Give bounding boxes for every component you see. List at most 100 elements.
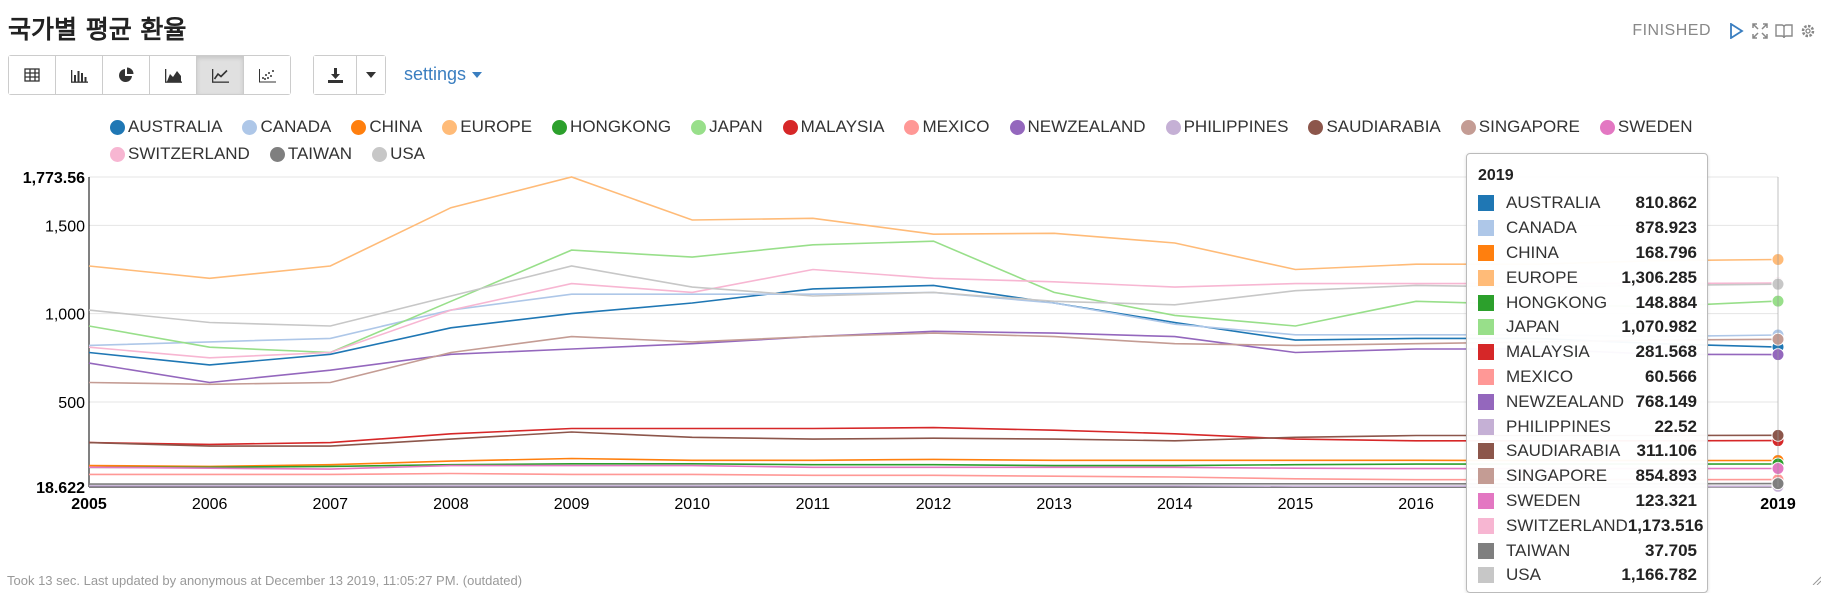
tooltip-series-name: AUSTRALIA (1506, 193, 1601, 213)
legend-dot (1460, 119, 1476, 135)
download-dropdown-toggle[interactable] (357, 56, 385, 94)
tooltip-swatch (1478, 517, 1494, 534)
tooltip-series-name: CHINA (1506, 242, 1559, 262)
legend-item-china[interactable]: CHINA (351, 117, 422, 136)
tooltip-row: SINGAPORE 854.893 (1478, 464, 1697, 489)
tooltip-swatch (1478, 220, 1494, 237)
caret-down-icon (366, 72, 376, 78)
legend-item-saudiarabia[interactable]: SAUDIARABIA (1308, 117, 1441, 136)
status-label: FINISHED (1632, 22, 1711, 39)
tooltip-row: EUROPE 1,306.285 (1478, 265, 1697, 290)
legend-item-singapore[interactable]: SINGAPORE (1460, 117, 1580, 136)
settings-dropdown[interactable]: settings (404, 64, 483, 85)
tooltip-row: JAPAN 1,070.982 (1478, 315, 1697, 340)
tooltip-series-name: HONGKONG (1506, 292, 1608, 312)
y-tick-label: 1,773.56 (23, 170, 85, 187)
tooltip-row: USA 1,166.782 (1478, 563, 1697, 588)
tooltip-row: SWEDEN 123.321 (1478, 489, 1697, 514)
legend-item-europe[interactable]: EUROPE (442, 117, 533, 136)
legend-item-canada[interactable]: CANADA (242, 117, 332, 136)
legend-item-sweden[interactable]: SWEDEN (1599, 117, 1692, 136)
legend-dot (442, 119, 458, 135)
table-view-button[interactable] (9, 56, 56, 94)
play-icon[interactable] (1727, 22, 1745, 40)
tooltip-swatch (1478, 368, 1494, 385)
x-tick-label: 2008 (433, 496, 469, 513)
legend-label: SINGAPORE (1478, 117, 1580, 136)
x-tick-label: 2007 (312, 496, 348, 513)
tooltip-row: MEXICO 60.566 (1478, 365, 1697, 390)
tooltip-series-name: SWITZERLAND (1506, 515, 1628, 535)
area-chart-button[interactable] (150, 56, 197, 94)
legend-dot (1308, 119, 1324, 135)
tooltip-series-value: 1,173.516 (1627, 515, 1704, 535)
legend-dot (1599, 119, 1615, 135)
legend-dot (552, 119, 568, 135)
tooltip-series-value: 311.106 (1636, 441, 1697, 461)
tooltip-series-value: 22.52 (1654, 416, 1697, 436)
x-tick-label: 2016 (1398, 496, 1434, 513)
tooltip-series-value: 168.796 (1635, 242, 1697, 262)
scatter-chart-icon (258, 68, 276, 82)
tooltip-series-value: 60.566 (1645, 366, 1697, 386)
legend-item-australia[interactable]: AUSTRALIA (110, 117, 223, 136)
line-chart-button[interactable] (197, 56, 244, 94)
footer-status: Took 13 sec. Last updated by anonymous a… (7, 573, 523, 588)
download-button-group (313, 55, 386, 95)
tooltip-series-value: 810.862 (1635, 193, 1697, 213)
tooltip-swatch (1478, 294, 1494, 311)
area-chart-icon (164, 68, 182, 83)
tooltip-series-value: 1,306.285 (1621, 267, 1697, 287)
legend-dot (1009, 119, 1025, 135)
tooltip-series-name: USA (1506, 565, 1541, 585)
x-tick-label: 2015 (1278, 496, 1314, 513)
line-chart-icon (211, 68, 229, 83)
x-tick-label: 2006 (192, 496, 228, 513)
legend-dot (110, 146, 125, 162)
tooltip-row: TAIWAN 37.705 (1478, 538, 1697, 563)
pie-chart-icon (119, 67, 134, 82)
legend-item-newzealand[interactable]: NEWZEALAND (1009, 117, 1146, 136)
tooltip-swatch (1478, 567, 1494, 584)
legend-item-mexico[interactable]: MEXICO (904, 117, 990, 136)
expand-icon[interactable] (1751, 22, 1769, 40)
tooltip-row: PHILIPPINES 22.52 (1478, 414, 1697, 439)
tooltip-series-value: 281.568 (1635, 342, 1697, 362)
legend-item-japan[interactable]: JAPAN (691, 117, 763, 136)
x-tick-label: 2014 (1157, 496, 1193, 513)
legend-item-switzerland[interactable]: SWITZERLAND (110, 144, 250, 163)
y-tick-label: 1,000 (45, 307, 85, 324)
legend-label: AUSTRALIA (128, 117, 223, 136)
tooltip-series-value: 878.923 (1635, 218, 1697, 238)
resize-handle-icon[interactable] (1811, 575, 1821, 585)
tooltip-swatch (1478, 195, 1494, 212)
legend-item-taiwan[interactable]: TAIWAN (269, 144, 352, 163)
tooltip-swatch (1478, 443, 1494, 460)
legend-item-hongkong[interactable]: HONGKONG (552, 117, 671, 136)
bar-chart-button[interactable] (56, 56, 103, 94)
legend-label: EUROPE (460, 117, 533, 136)
legend-dot (110, 119, 125, 135)
x-tick-label: 2012 (916, 496, 952, 513)
legend-label: CANADA (260, 117, 332, 136)
paragraph-controls: FINISHED (1632, 22, 1817, 40)
tooltip-row: CHINA 168.796 (1478, 241, 1697, 266)
tooltip-swatch (1478, 269, 1494, 286)
scatter-chart-button[interactable] (244, 56, 290, 94)
y-tick-label: 500 (58, 395, 85, 412)
pie-chart-button[interactable] (103, 56, 150, 94)
legend-item-malaysia[interactable]: MALAYSIA (782, 117, 884, 136)
tooltip-swatch (1478, 468, 1494, 485)
tooltip-series-name: TAIWAN (1506, 540, 1571, 560)
tooltip-row: CANADA 878.923 (1478, 216, 1697, 241)
download-button[interactable] (314, 56, 357, 94)
legend-item-philippines[interactable]: PHILIPPINES (1165, 117, 1288, 136)
gear-icon[interactable] (1799, 22, 1817, 40)
legend-item-usa[interactable]: USA (372, 144, 426, 163)
tooltip-swatch (1478, 542, 1494, 559)
legend-label: USA (390, 144, 426, 163)
tooltip-series-name: PHILIPPINES (1506, 416, 1611, 436)
legend-dot (691, 119, 707, 135)
settings-label: settings (404, 64, 467, 84)
book-icon[interactable] (1775, 22, 1793, 40)
